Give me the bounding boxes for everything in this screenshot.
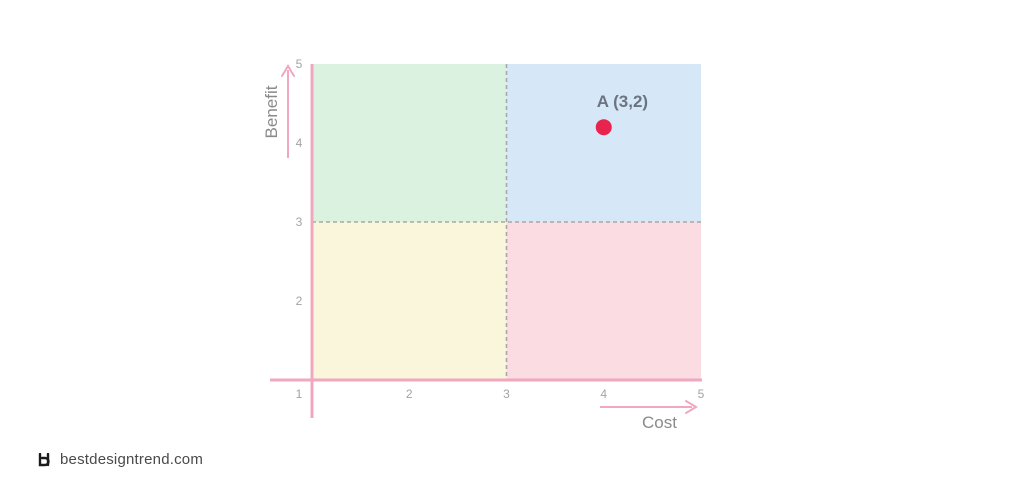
y-tick-label: 5	[296, 57, 303, 71]
y-axis-title: Benefit	[262, 85, 281, 138]
axes	[270, 64, 702, 418]
bd-logo-icon	[38, 452, 50, 466]
x-arrow-head	[685, 400, 698, 414]
y-tick-label: 3	[296, 215, 303, 229]
quadrant-bottom-left	[312, 222, 507, 380]
data-points: A (3,2)	[595, 92, 648, 136]
x-tick-label: 3	[503, 387, 510, 401]
x-tick-label: 2	[406, 387, 413, 401]
brand-footer: bestdesigntrend.com	[38, 451, 203, 468]
quadrant-backgrounds	[312, 64, 701, 380]
quadrant-bottom-right	[506, 222, 701, 380]
y-tick-label: 2	[296, 294, 303, 308]
brand-text: bestdesigntrend.com	[60, 451, 204, 468]
quadrant-top-right	[506, 64, 701, 222]
y-tick-label: 4	[296, 136, 303, 150]
quadrant-top-left	[312, 64, 507, 222]
x-axis-title: Cost	[642, 413, 677, 432]
y-arrow-head	[281, 64, 295, 77]
x-tick-label: 4	[600, 387, 607, 401]
data-point	[595, 119, 612, 136]
x-tick-label: 1	[296, 387, 303, 401]
x-tick-label: 5	[698, 387, 705, 401]
data-point-label: A (3,2)	[597, 92, 648, 111]
quadrant-dividers	[312, 64, 701, 380]
axis-titles: Cost Benefit	[262, 85, 677, 432]
tick-labels: 1 2 3 4 5 2 3 4 5	[296, 57, 705, 401]
